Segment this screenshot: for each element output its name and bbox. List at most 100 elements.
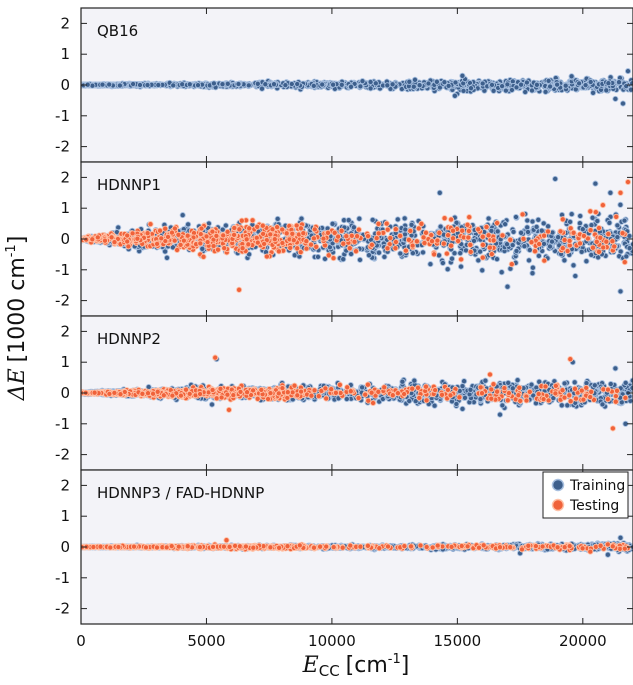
- training-point: [298, 215, 305, 222]
- testing-point: [156, 227, 164, 234]
- training-point: [372, 80, 379, 87]
- testing-point: [613, 387, 621, 394]
- training-point: [615, 79, 623, 86]
- y-tick-label: 1: [60, 45, 70, 63]
- testing-point: [162, 225, 169, 232]
- training-point: [475, 257, 482, 264]
- testing-point: [449, 227, 457, 234]
- training-point: [564, 402, 571, 409]
- testing-point: [431, 251, 438, 258]
- training-point: [433, 78, 440, 85]
- training-point: [448, 255, 456, 262]
- y-tick-label: -1: [55, 107, 70, 125]
- testing-point: [434, 237, 441, 244]
- training-point: [431, 402, 438, 409]
- training-point: [607, 189, 614, 196]
- training-point: [359, 384, 366, 391]
- training-point: [319, 81, 326, 88]
- testing-point: [621, 259, 628, 266]
- testing-point: [402, 247, 409, 254]
- testing-point: [587, 208, 594, 215]
- testing-point: [449, 235, 457, 242]
- testing-point: [200, 253, 207, 260]
- testing-point: [580, 232, 587, 239]
- testing-point: [617, 189, 624, 196]
- testing-point: [486, 244, 493, 251]
- testing-point: [236, 226, 243, 233]
- training-point: [130, 80, 137, 88]
- testing-point: [220, 232, 227, 239]
- testing-point: [289, 230, 296, 237]
- training-point: [522, 88, 529, 96]
- training-point: [514, 377, 521, 384]
- training-point: [617, 288, 624, 295]
- testing-point: [415, 225, 422, 232]
- training-point: [451, 92, 458, 99]
- testing-point: [197, 240, 204, 247]
- testing-point: [221, 245, 228, 252]
- training-point: [470, 237, 478, 244]
- training-point: [523, 79, 530, 86]
- training-point: [535, 252, 542, 259]
- y-tick-label: -1: [55, 261, 70, 279]
- testing-point: [335, 233, 342, 240]
- testing-point: [624, 178, 632, 186]
- training-point: [504, 283, 511, 290]
- testing-point: [343, 233, 350, 240]
- training-point: [397, 250, 404, 257]
- training-point: [509, 385, 516, 392]
- testing-point: [346, 245, 353, 252]
- training-point: [406, 78, 413, 85]
- training-point: [504, 81, 511, 88]
- testing-point: [279, 226, 286, 233]
- testing-point: [168, 229, 176, 236]
- testing-point: [210, 242, 217, 250]
- testing-point: [465, 234, 472, 241]
- testing-point: [603, 238, 610, 245]
- testing-point: [330, 255, 337, 262]
- training-point: [169, 244, 176, 251]
- training-point: [540, 240, 548, 247]
- testing-point: [352, 248, 360, 255]
- testing-point: [570, 229, 577, 236]
- testing-point: [209, 228, 216, 235]
- training-point: [235, 80, 242, 88]
- training-point: [194, 82, 202, 89]
- panels-layer: 210-1-2QB16210-1-2HDNNP1210-1-2HDNNP2210…: [55, 7, 633, 650]
- testing-point: [464, 221, 471, 228]
- training-point: [528, 381, 535, 388]
- training-point: [621, 217, 628, 224]
- training-point: [288, 80, 295, 88]
- training-point: [558, 402, 565, 409]
- testing-point: [260, 230, 267, 237]
- training-point: [518, 81, 525, 88]
- training-point: [402, 226, 409, 233]
- testing-point: [544, 228, 552, 235]
- testing-point: [154, 240, 161, 247]
- training-point: [509, 242, 516, 249]
- testing-point: [436, 229, 443, 236]
- training-point: [582, 82, 589, 89]
- testing-point: [180, 237, 187, 244]
- testing-point: [531, 248, 539, 255]
- training-point: [310, 82, 317, 89]
- training-point: [345, 217, 352, 224]
- training-point: [485, 215, 492, 222]
- testing-point: [290, 237, 297, 244]
- testing-point: [293, 222, 300, 229]
- training-point: [587, 78, 594, 86]
- training-point: [617, 201, 624, 208]
- testing-point: [519, 211, 526, 218]
- training-point: [623, 253, 630, 260]
- training-point: [453, 400, 460, 408]
- training-point: [555, 234, 562, 241]
- training-point: [185, 221, 192, 228]
- testing-point: [455, 237, 462, 245]
- testing-point: [375, 230, 382, 237]
- training-point: [612, 95, 619, 102]
- testing-point: [254, 239, 261, 246]
- training-point: [330, 81, 337, 88]
- testing-point: [475, 226, 482, 233]
- training-point: [524, 217, 531, 224]
- training-point: [459, 405, 466, 412]
